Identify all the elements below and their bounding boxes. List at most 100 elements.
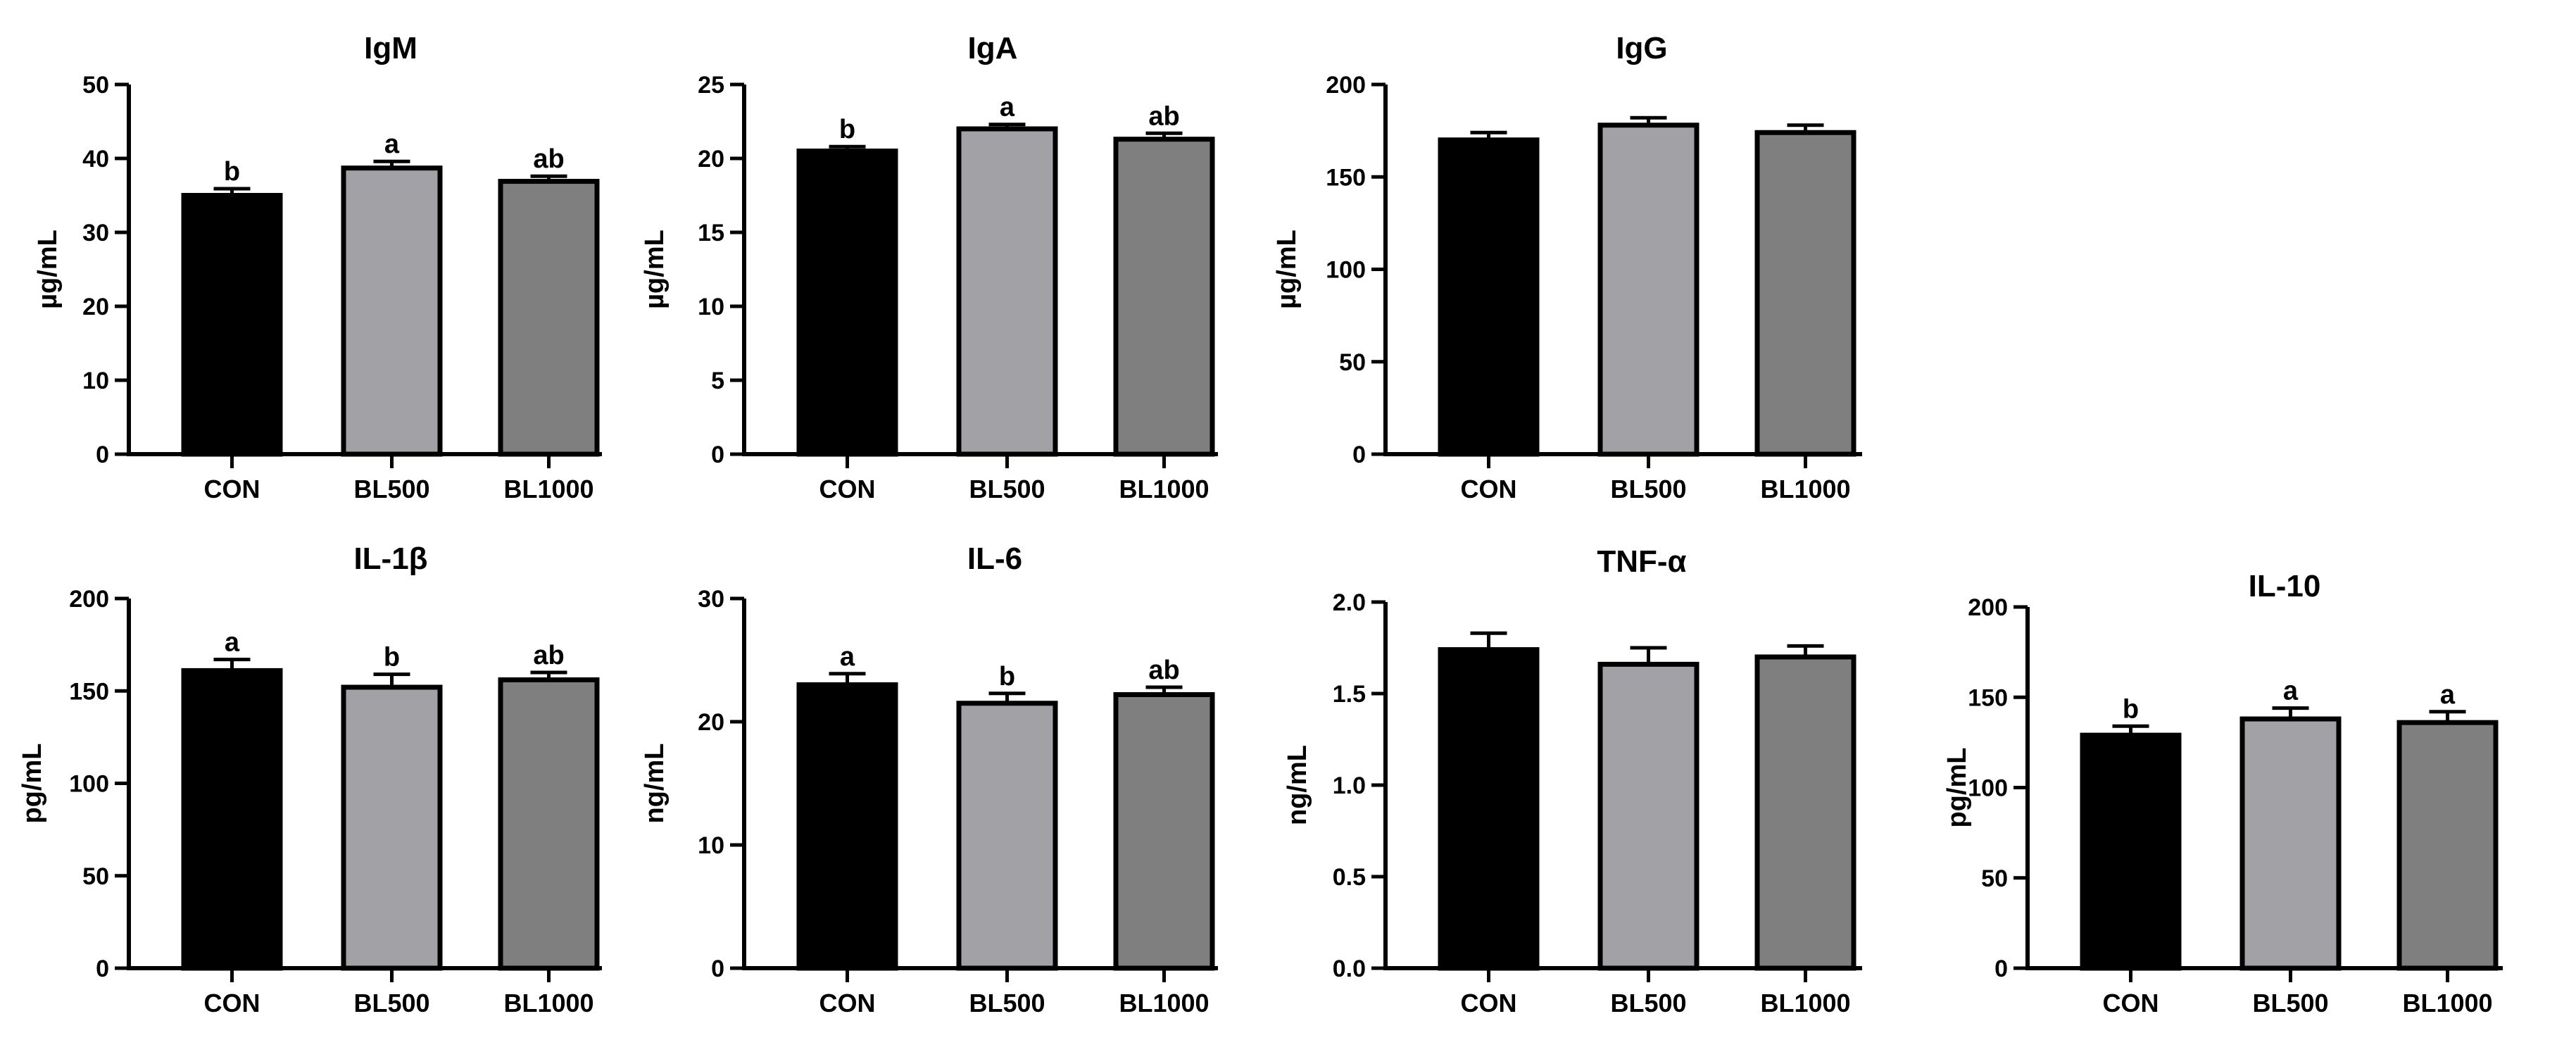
significance-letter: ab bbox=[1148, 101, 1179, 131]
x-tick-label: BL1000 bbox=[2402, 989, 2492, 1017]
y-tick-label: 20 bbox=[82, 294, 109, 320]
y-tick-label: 1.5 bbox=[1333, 681, 1366, 708]
x-tick-label: BL1000 bbox=[1119, 475, 1209, 503]
y-tick-label: 100 bbox=[1326, 257, 1366, 284]
y-tick-label: 5 bbox=[711, 368, 724, 394]
x-tick-label: BL500 bbox=[1610, 475, 1686, 503]
bar-bl1000 bbox=[1754, 654, 1856, 971]
chart-title: TNF-α bbox=[1597, 544, 1686, 579]
bar-con bbox=[1438, 137, 1540, 457]
y-tick-label: 200 bbox=[69, 586, 109, 613]
chart-panel-il-10: IL-10 pg/mL 0 50 100 150 200 CON b BL500 a BL1000 a bbox=[1942, 569, 2503, 1017]
significance-letter: a bbox=[225, 628, 240, 658]
bar-bl1000 bbox=[1754, 130, 1856, 457]
y-tick-label: 0.5 bbox=[1333, 864, 1366, 891]
y-tick-label: 40 bbox=[82, 146, 109, 173]
chart-panel-igm: IgM µg/mL 0 10 20 30 40 50 CON b BL500 a BL1000 ab bbox=[33, 31, 602, 503]
y-tick-label: 100 bbox=[1968, 775, 2008, 802]
x-tick-label: BL1000 bbox=[503, 989, 593, 1017]
chart-title: IL-1β bbox=[353, 541, 427, 576]
significance-letter: ab bbox=[533, 144, 564, 174]
bar-bl1000 bbox=[498, 677, 600, 971]
y-axis-label: pg/mL bbox=[1942, 748, 1972, 828]
y-tick-label: 30 bbox=[698, 586, 724, 613]
bar-con bbox=[1438, 647, 1540, 971]
bar-bl500 bbox=[341, 684, 443, 971]
x-tick-label: BL1000 bbox=[1119, 989, 1209, 1017]
bar-bl500 bbox=[956, 701, 1058, 971]
x-tick-label: BL500 bbox=[353, 475, 429, 503]
y-tick-label: 0 bbox=[711, 441, 724, 468]
x-tick-label: BL500 bbox=[969, 475, 1045, 503]
y-axis-label: ng/mL bbox=[640, 744, 670, 824]
x-tick-label: CON bbox=[204, 475, 260, 503]
bar-con bbox=[796, 149, 898, 457]
y-tick-label: 20 bbox=[698, 709, 724, 736]
x-tick-label: BL1000 bbox=[1760, 475, 1850, 503]
y-tick-label: 50 bbox=[1339, 349, 1366, 376]
x-tick-label: CON bbox=[1461, 475, 1517, 503]
x-tick-label: CON bbox=[819, 989, 876, 1017]
bar-bl1000 bbox=[1113, 137, 1215, 457]
chart-title: IL-6 bbox=[967, 541, 1022, 576]
chart-panel-iga: IgA µg/mL 0 5 10 15 20 25 CON b BL500 a BL1000 ab bbox=[640, 31, 1218, 503]
x-tick-label: CON bbox=[2103, 989, 2159, 1017]
bar-bl1000 bbox=[498, 179, 600, 457]
y-tick-label: 50 bbox=[82, 72, 109, 99]
y-tick-label: 200 bbox=[1968, 594, 2008, 621]
significance-letter: b bbox=[2123, 694, 2139, 724]
y-tick-label: 0 bbox=[711, 956, 724, 982]
y-tick-label: 10 bbox=[698, 294, 724, 320]
y-tick-label: 15 bbox=[698, 220, 724, 246]
y-axis-label: pg/mL bbox=[18, 744, 47, 824]
y-tick-label: 2.0 bbox=[1333, 589, 1366, 616]
chart-title: IgM bbox=[364, 31, 417, 65]
bar-bl500 bbox=[956, 126, 1058, 457]
x-tick-label: BL500 bbox=[2252, 989, 2328, 1017]
x-tick-label: BL500 bbox=[969, 989, 1045, 1017]
y-axis-label: µg/mL bbox=[1272, 230, 1302, 309]
y-tick-label: 0 bbox=[1352, 441, 1366, 468]
bar-bl1000 bbox=[1113, 692, 1215, 971]
y-tick-label: 150 bbox=[1326, 164, 1366, 191]
x-tick-label: BL1000 bbox=[1760, 989, 1850, 1017]
y-tick-label: 10 bbox=[82, 368, 109, 394]
chart-title: IgA bbox=[968, 31, 1018, 65]
significance-letter: a bbox=[1000, 93, 1015, 123]
bar-bl500 bbox=[1597, 123, 1699, 457]
significance-letter: b bbox=[224, 157, 240, 187]
significance-letter: b bbox=[384, 643, 400, 672]
y-tick-label: 0 bbox=[1994, 956, 2008, 982]
significance-letter: a bbox=[384, 130, 400, 159]
y-tick-label: 50 bbox=[1981, 865, 2008, 892]
chart-panel-il-1-: IL-1β pg/mL 0 50 100 150 200 CON a BL500 b BL1000 ab bbox=[18, 541, 602, 1017]
y-tick-label: 0 bbox=[96, 956, 109, 982]
significance-letter: a bbox=[840, 642, 855, 672]
x-tick-label: BL1000 bbox=[503, 475, 593, 503]
chart-title: IgG bbox=[1616, 31, 1667, 65]
significance-letter: ab bbox=[533, 641, 564, 670]
significance-letter: b bbox=[839, 115, 855, 144]
chart-panel-tnf-: TNF-α ng/mL 0.0 0.5 1.0 1.5 2.0 CON BL500 BL1000 bbox=[1283, 544, 1862, 1017]
y-tick-label: 200 bbox=[1326, 72, 1366, 99]
bar-bl500 bbox=[1597, 661, 1699, 971]
significance-letter: b bbox=[999, 662, 1015, 691]
bar-bl1000 bbox=[2396, 720, 2499, 971]
y-tick-label: 20 bbox=[698, 146, 724, 173]
chart-title: IL-10 bbox=[2249, 569, 2321, 603]
bar-bl500 bbox=[341, 165, 443, 457]
x-tick-label: BL500 bbox=[353, 989, 429, 1017]
x-tick-label: CON bbox=[1461, 989, 1517, 1017]
significance-letter: ab bbox=[1148, 656, 1179, 685]
x-tick-label: CON bbox=[204, 989, 260, 1017]
x-tick-label: CON bbox=[819, 475, 876, 503]
y-tick-label: 10 bbox=[698, 832, 724, 859]
y-tick-label: 150 bbox=[1968, 684, 2008, 711]
y-tick-label: 30 bbox=[82, 220, 109, 246]
y-axis-label: µg/mL bbox=[33, 230, 63, 309]
significance-letter: a bbox=[2440, 680, 2456, 710]
bar-con bbox=[796, 682, 898, 971]
significance-letter: a bbox=[2283, 677, 2299, 706]
chart-panel-il-6: IL-6 ng/mL 0 10 20 30 CON a BL500 b BL1000 ab bbox=[640, 541, 1218, 1017]
